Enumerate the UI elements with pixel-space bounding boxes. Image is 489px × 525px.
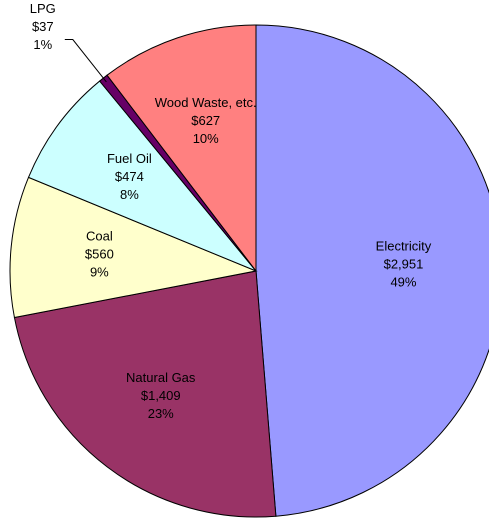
slice-percent: 49%: [390, 274, 416, 289]
slice-name: Natural Gas: [126, 370, 196, 385]
slice-percent: 1%: [33, 37, 52, 52]
slice-percent: 10%: [193, 131, 219, 146]
slice-name: Electricity: [376, 238, 432, 253]
slice-percent: 8%: [120, 187, 139, 202]
slice-percent: 9%: [90, 265, 109, 280]
slice-name: Coal: [86, 229, 113, 244]
slice-value: $1,409: [141, 388, 181, 403]
pie-slice: [13, 270, 277, 518]
slice-value: $560: [85, 247, 114, 262]
slice-percent: 23%: [148, 406, 174, 421]
slice-value: $627: [191, 113, 220, 128]
slice-value: $2,951: [384, 256, 424, 271]
slice-name: Fuel Oil: [107, 151, 152, 166]
pie-slice: [255, 24, 489, 517]
slice-name: LPG: [30, 1, 56, 16]
slice-value: $37: [32, 19, 54, 34]
slice-name: Wood Waste, etc.: [155, 95, 257, 110]
slice-value: $474: [115, 169, 144, 184]
leader-line: [64, 39, 107, 83]
pie-slice: [106, 24, 257, 273]
pie-slice: [27, 80, 257, 272]
pie-slice: [9, 176, 258, 319]
